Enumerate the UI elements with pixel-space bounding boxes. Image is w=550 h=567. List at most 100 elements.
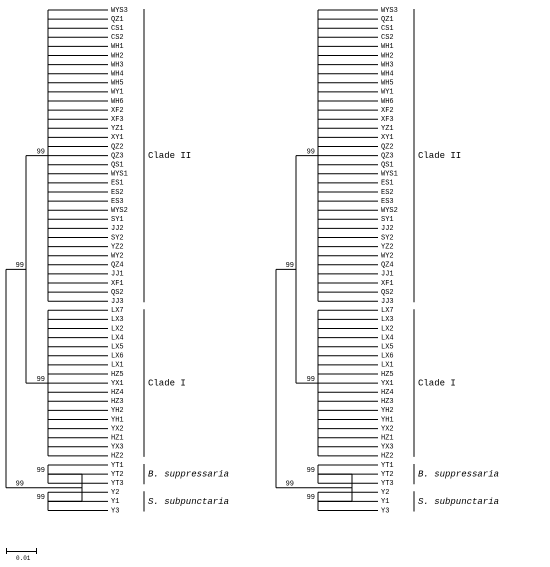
clade-label: Clade I bbox=[418, 378, 456, 388]
leaf-label: WYS1 bbox=[381, 171, 398, 179]
leaf-label: CS1 bbox=[381, 25, 394, 33]
leaf-label: YT2 bbox=[111, 471, 124, 479]
leaf-label: HZ3 bbox=[381, 398, 394, 406]
leaf-label: SY1 bbox=[111, 216, 124, 224]
leaf-label: XF2 bbox=[381, 107, 394, 115]
leaf-label: YT2 bbox=[381, 471, 394, 479]
leaf-label: YX1 bbox=[381, 380, 394, 388]
leaf-label: QS2 bbox=[381, 289, 394, 297]
leaf-label: WY1 bbox=[381, 89, 394, 97]
leaf-label: LX7 bbox=[111, 307, 124, 315]
leaf-label: SY2 bbox=[381, 234, 394, 242]
leaf-label: YX3 bbox=[381, 444, 394, 452]
bootstrap-value: 99 bbox=[37, 467, 45, 475]
leaf-label: YH2 bbox=[111, 407, 124, 415]
leaf-label: WYS1 bbox=[111, 171, 128, 179]
leaf-label: ES2 bbox=[111, 189, 124, 197]
leaf-label: Y2 bbox=[111, 489, 119, 497]
leaf-label: Y3 bbox=[381, 507, 389, 515]
leaf-label: LX3 bbox=[381, 316, 394, 324]
bootstrap-value: 99 bbox=[37, 148, 45, 156]
leaf-label: QZ2 bbox=[381, 143, 394, 151]
leaf-label: WH6 bbox=[111, 98, 124, 106]
leaf-label: LX2 bbox=[111, 325, 124, 333]
leaf-label: YX2 bbox=[381, 425, 394, 433]
tree-panel-right: WYS3QZ1CS1CS2WH1WH2WH3WH4WH5WY1WH6XF2XF3… bbox=[270, 6, 538, 521]
bootstrap-value: 99 bbox=[307, 494, 315, 502]
leaf-label: XF1 bbox=[111, 280, 124, 288]
leaf-label: WY1 bbox=[111, 89, 124, 97]
leaf-label: WH1 bbox=[111, 43, 124, 51]
leaf-label: YZ1 bbox=[111, 125, 124, 133]
leaf-label: Y1 bbox=[111, 498, 119, 506]
leaf-label: QS2 bbox=[111, 289, 124, 297]
bootstrap-value: 99 bbox=[16, 262, 24, 270]
bootstrap-value: 99 bbox=[286, 481, 294, 489]
leaf-label: WYS3 bbox=[111, 7, 128, 15]
leaf-label: WYS2 bbox=[381, 207, 398, 215]
bootstrap-value: 99 bbox=[37, 376, 45, 384]
leaf-label: QZ4 bbox=[381, 262, 394, 270]
leaf-label: JJ3 bbox=[111, 298, 124, 306]
leaf-label: HZ4 bbox=[111, 389, 124, 397]
leaf-label: Y2 bbox=[381, 489, 389, 497]
clade-label: S. subpunctaria bbox=[148, 497, 229, 507]
leaf-label: YH1 bbox=[111, 416, 124, 424]
leaf-label: SY2 bbox=[111, 234, 124, 242]
leaf-label: JJ2 bbox=[381, 225, 394, 233]
leaf-label: WH5 bbox=[381, 80, 394, 88]
leaf-label: JJ3 bbox=[381, 298, 394, 306]
leaf-label: QS1 bbox=[381, 162, 394, 170]
leaf-label: YT3 bbox=[111, 480, 124, 488]
leaf-label: QZ2 bbox=[111, 143, 124, 151]
tree-panel-left: WYS3QZ1CS1CS2WH1WH2WH3WH4WH5WY1WH6XF2XF3… bbox=[0, 6, 268, 521]
leaf-label: HZ1 bbox=[111, 435, 124, 443]
leaf-label: WH4 bbox=[381, 71, 394, 79]
leaf-label: YZ2 bbox=[111, 243, 124, 251]
leaf-label: QZ1 bbox=[381, 16, 394, 24]
leaf-label: CS1 bbox=[111, 25, 124, 33]
leaf-label: XY1 bbox=[381, 134, 394, 142]
leaf-label: WH4 bbox=[111, 71, 124, 79]
leaf-label: WH3 bbox=[111, 61, 124, 69]
leaf-label: CS2 bbox=[381, 34, 394, 42]
clade-label: B. suppressaria bbox=[418, 469, 499, 479]
bootstrap-value: 99 bbox=[286, 262, 294, 270]
leaf-label: QZ1 bbox=[111, 16, 124, 24]
leaf-label: LX5 bbox=[111, 344, 124, 352]
leaf-label: YX3 bbox=[111, 444, 124, 452]
leaf-label: LX6 bbox=[111, 353, 124, 361]
leaf-label: Y1 bbox=[381, 498, 389, 506]
leaf-label: YT3 bbox=[381, 480, 394, 488]
leaf-label: LX3 bbox=[111, 316, 124, 324]
phylogram: WYS3QZ1CS1CS2WH1WH2WH3WH4WH5WY1WH6XF2XF3… bbox=[0, 6, 268, 521]
leaf-label: YZ2 bbox=[381, 243, 394, 251]
leaf-label: WH3 bbox=[381, 61, 394, 69]
leaf-label: HZ2 bbox=[381, 453, 394, 461]
leaf-label: ES2 bbox=[381, 189, 394, 197]
bootstrap-value: 99 bbox=[37, 494, 45, 502]
leaf-label: XF3 bbox=[381, 116, 394, 124]
bootstrap-value: 99 bbox=[307, 376, 315, 384]
leaf-label: LX4 bbox=[381, 334, 394, 342]
leaf-label: LX7 bbox=[381, 307, 394, 315]
leaf-label: JJ1 bbox=[381, 271, 394, 279]
leaf-label: Y3 bbox=[111, 507, 119, 515]
leaf-label: QZ3 bbox=[381, 152, 394, 160]
leaf-label: YT1 bbox=[381, 462, 394, 470]
clade-label: B. suppressaria bbox=[148, 469, 229, 479]
clade-label: Clade I bbox=[148, 378, 186, 388]
leaf-label: HZ5 bbox=[111, 371, 124, 379]
leaf-label: YH2 bbox=[381, 407, 394, 415]
leaf-label: YZ1 bbox=[381, 125, 394, 133]
leaf-label: CS2 bbox=[111, 34, 124, 42]
leaf-label: QZ3 bbox=[111, 152, 124, 160]
leaf-label: WY2 bbox=[111, 253, 124, 261]
clade-label: Clade II bbox=[148, 151, 191, 161]
leaf-label: LX4 bbox=[111, 334, 124, 342]
bootstrap-value: 99 bbox=[16, 481, 24, 489]
leaf-label: XF2 bbox=[111, 107, 124, 115]
clade-label: S. subpunctaria bbox=[418, 497, 499, 507]
leaf-label: XY1 bbox=[111, 134, 124, 142]
leaf-label: YT1 bbox=[111, 462, 124, 470]
